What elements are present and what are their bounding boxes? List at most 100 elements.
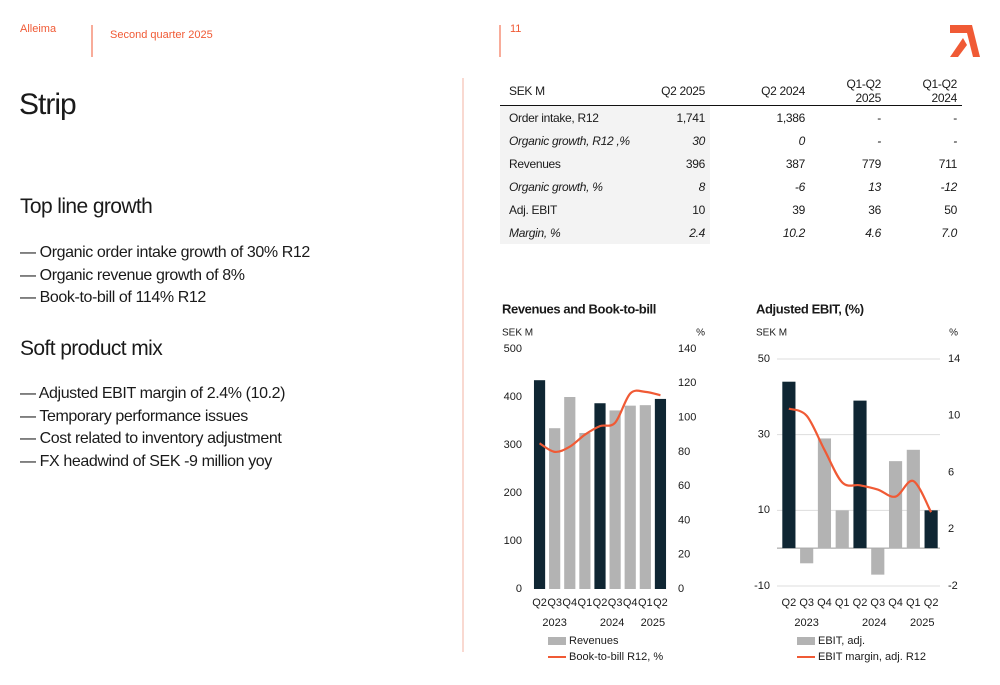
- bar: [549, 428, 561, 589]
- x-tick-label: Q1: [835, 597, 850, 609]
- table-cell: 50: [944, 202, 957, 217]
- legend-label: Revenues: [569, 635, 619, 647]
- column-header: Q2 2025: [644, 77, 710, 106]
- x-tick-label: Q2: [653, 597, 668, 609]
- table-cell: 396: [644, 152, 710, 175]
- bar: [533, 380, 546, 589]
- section-heading: Soft product mix: [20, 337, 163, 360]
- bullet: — Cost related to inventory adjustment: [20, 430, 282, 447]
- legend-label: Book-to-bill R12, %: [569, 651, 663, 663]
- y-tick-label: 200: [504, 487, 522, 499]
- table-cell: 13: [868, 179, 881, 194]
- x-tick-label: Q2: [853, 597, 868, 609]
- y-tick-label: 100: [504, 535, 522, 547]
- y2-tick-label: 0: [678, 583, 684, 595]
- table-cell: Order intake, R12: [500, 105, 644, 129]
- x-tick-label: Q1: [638, 597, 653, 609]
- chart-title: Adjusted EBIT, (%): [756, 301, 864, 316]
- bullet: — Adjusted EBIT margin of 2.4% (10.2): [20, 385, 286, 402]
- table-cell: 36: [868, 202, 881, 217]
- y-tick-label: -10: [754, 580, 770, 592]
- x-tick-label: Q3: [547, 597, 562, 609]
- legend-label: EBIT margin, adj. R12: [818, 651, 926, 663]
- column-header: Q1-Q2 2025: [810, 77, 886, 106]
- bullet: — Book-to-bill of 114% R12: [20, 289, 206, 306]
- table-row: Margin, % 2.4 10.2 4.6 7.0: [500, 221, 962, 244]
- x-tick-label: Q4: [817, 597, 832, 609]
- year-label: 2025: [641, 617, 665, 629]
- y2-tick-label: 6: [948, 466, 954, 478]
- bar: [609, 410, 621, 589]
- logo: [950, 25, 980, 57]
- slide-title: Strip: [19, 88, 77, 121]
- bar: [871, 548, 885, 575]
- y2-tick-label: 10: [948, 410, 960, 422]
- table-cell: 4.6: [865, 225, 881, 240]
- y2-tick-label: 2: [948, 523, 954, 535]
- legend-swatch: [548, 637, 566, 645]
- table-cell: -12: [940, 179, 958, 194]
- bar: [853, 400, 867, 549]
- bullet: — Organic revenue growth of 8%: [20, 266, 245, 284]
- y2-tick-label: 60: [678, 480, 690, 492]
- bar: [579, 433, 591, 589]
- y2-tick-label: 100: [678, 411, 696, 423]
- x-tick-label: Q3: [870, 597, 885, 609]
- table-cell: 10.2: [782, 225, 805, 240]
- year-label: 2023: [542, 617, 566, 629]
- y2-tick-label: 14: [948, 353, 960, 365]
- brand: Alleima: [20, 23, 57, 35]
- x-tick-label: Q2: [532, 597, 547, 609]
- year-label: 2024: [600, 617, 624, 629]
- bar: [906, 449, 920, 549]
- y2-tick-label: 120: [678, 377, 696, 389]
- table-cell: 779: [861, 156, 881, 171]
- table-cell: 30: [644, 129, 710, 152]
- table-cell: -: [953, 110, 957, 125]
- y2-tick-label: 140: [678, 343, 696, 355]
- year-label: 2025: [910, 617, 934, 629]
- table-cell: -: [877, 110, 881, 125]
- legend-label: EBIT, adj.: [818, 635, 865, 647]
- report: Second quarter 2025: [110, 29, 213, 41]
- y2-tick-label: 80: [678, 446, 690, 458]
- x-tick-label: Q3: [608, 597, 623, 609]
- table-cell: -: [877, 133, 881, 148]
- bar: [594, 403, 606, 589]
- bar: [817, 438, 832, 549]
- y-axis-unit: SEK M: [502, 328, 533, 339]
- table-cell: 7.0: [941, 225, 957, 240]
- table-header: SEK M Q2 2025 Q2 2024 Q1-Q2 2025 Q1-Q2 2024: [500, 77, 962, 106]
- bar: [835, 510, 849, 549]
- logo-top: [950, 25, 980, 57]
- y-tick-label: 500: [504, 343, 522, 355]
- table-cell: -6: [794, 179, 805, 194]
- x-tick-label: Q2: [924, 597, 939, 609]
- page-number: 11: [510, 23, 522, 35]
- x-tick-label: Q1: [578, 597, 593, 609]
- bullet: — FX headwind of SEK -9 million yoy: [20, 452, 272, 470]
- x-tick-label: Q3: [799, 597, 814, 609]
- table-row: Organic growth, R12 ,% 30 0 - -: [500, 129, 962, 152]
- bullet: — Temporary performance issues: [20, 407, 248, 425]
- table: SEK M Q2 2025 Q2 2024 Q1-Q2 2025 Q1-Q2 2024 O…: [500, 77, 962, 244]
- table-cell: 10: [644, 198, 710, 221]
- bar: [782, 381, 796, 549]
- line: [538, 389, 661, 454]
- table-cell: 1,741: [644, 105, 710, 129]
- table-cell: -: [953, 133, 957, 148]
- x-tick-label: Q2: [782, 597, 797, 609]
- y2-tick-label: -2: [948, 580, 958, 592]
- table-row: Organic growth, % 8 -6 13 -12: [500, 175, 962, 198]
- x-tick-label: Q4: [562, 597, 577, 609]
- x-tick-label: Q1: [906, 597, 921, 609]
- table-cell: 2.4: [644, 221, 710, 244]
- x-tick-label: Q4: [623, 597, 638, 609]
- y-tick-label: 30: [758, 429, 770, 441]
- logo-leg: [950, 38, 967, 57]
- legend-swatch: [797, 637, 815, 645]
- table-cell: 8: [644, 175, 710, 198]
- y-tick-label: 0: [516, 583, 522, 595]
